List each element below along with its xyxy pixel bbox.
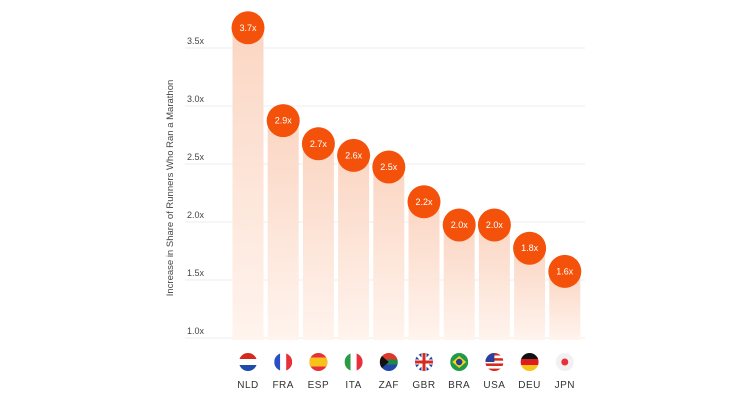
flag-zaf-icon [379,353,398,371]
data-label: 1.8x [521,243,539,253]
bar [443,225,475,340]
y-tick-label: 3.5x [187,36,205,46]
bar [232,27,264,341]
value-marker [231,11,265,45]
y-tick-label: 3.0x [187,94,205,104]
flag-ita-icon [344,353,363,371]
y-tick-label: 2.5x [187,152,205,162]
data-label: 2.9x [275,116,293,126]
x-tick-label: ESP [308,380,330,391]
x-tick-label: BRA [448,380,470,391]
data-label: 1.6x [556,266,574,276]
bar [267,120,299,340]
data-label: 2.7x [310,139,328,149]
x-tick-label: GBR [412,380,435,391]
flag-nld-icon [239,353,257,371]
flag-jpn-icon [555,353,574,371]
y-tick-label: 1.0x [187,326,205,336]
x-tick-label: USA [483,380,505,391]
flag-gbr-icon [415,353,433,371]
flag-usa-icon [485,353,504,371]
value-marker [301,127,335,161]
data-label: 2.0x [451,220,469,230]
data-label: 2.2x [415,197,433,207]
value-marker [372,150,406,184]
flag-fra-icon [274,353,293,371]
bar [302,143,334,340]
bar [373,167,405,340]
y-tick-label: 1.5x [187,268,205,278]
x-tick-label: FRA [272,380,294,391]
bar [408,201,440,340]
value-marker [266,104,300,138]
y-tick-label: 2.0x [187,210,205,220]
flag-deu-icon [520,353,539,371]
x-tick-label: NLD [237,380,259,391]
data-label: 2.0x [486,220,504,230]
data-label: 2.5x [380,162,398,172]
x-tick-label: ITA [345,380,361,391]
x-tick-label: JPN [555,380,575,391]
x-tick-label: DEU [518,380,541,391]
data-label: 2.6x [345,150,363,160]
value-marker [477,208,511,242]
y-axis-title: Increase in Share of Runners Who Ran a M… [165,80,176,297]
flag-bra-icon [450,353,469,371]
value-marker [407,185,441,219]
flag-esp-icon [309,353,328,371]
value-marker [337,138,371,172]
value-marker [442,208,476,242]
x-tick-label: ZAF [379,380,399,391]
bar [338,155,370,340]
bar [478,225,510,340]
data-label: 3.7x [239,23,257,33]
value-marker [513,231,547,265]
value-marker [548,254,582,288]
